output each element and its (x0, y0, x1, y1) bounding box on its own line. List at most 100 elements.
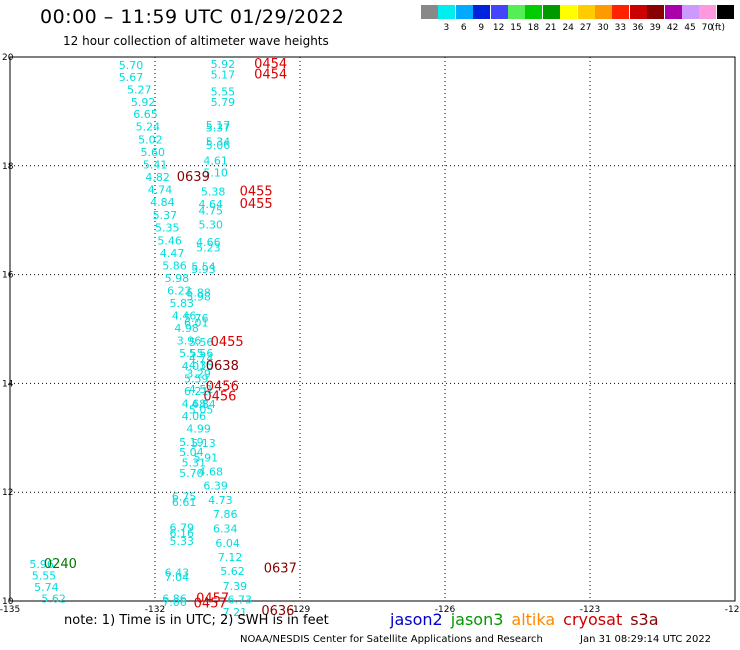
wave-height-value: 7.21 (223, 606, 248, 619)
wave-height-value: 6.61 (172, 496, 197, 509)
satellite-name: cryosat (563, 610, 623, 629)
pass-time-label: 0455 (240, 197, 273, 212)
wave-height-value: 5.59 (184, 373, 209, 386)
wave-height-value: 4.82 (145, 171, 170, 184)
legend-label: 9 (478, 23, 485, 33)
legend-label: 36 (632, 23, 644, 33)
wave-height-value: 4.84 (150, 196, 175, 209)
wave-height-value: 5.54 (191, 260, 216, 273)
wave-height-value: 4.01 (182, 360, 207, 373)
wave-height-value: 5.30 (199, 219, 224, 232)
wave-height-value: 5.55 (179, 347, 204, 360)
wave-height-value: 4.35 (189, 359, 214, 372)
wave-height-value: 5.04 (179, 446, 204, 459)
legend-swatch (542, 5, 560, 19)
wave-height-value: 5.91 (194, 451, 219, 464)
pass-time-label: 0455 (240, 184, 273, 199)
map-grid (9, 56, 736, 602)
wave-height-value: 5.86 (162, 259, 187, 272)
legend-label: 45 (684, 23, 696, 33)
legend-label: 3 (443, 23, 450, 33)
footer-credit: NOAA/NESDIS Center for Satellite Applica… (240, 634, 543, 645)
pass-time-label: 0456 (206, 380, 239, 395)
wave-height-value: 5.96 (29, 558, 54, 571)
wave-height-value: 5.17 (211, 68, 236, 81)
wave-height-value: 4.46 (172, 309, 197, 322)
legend-swatch (508, 5, 525, 19)
legend-label: 15 (510, 23, 522, 33)
pass-time-label: 0636 (261, 604, 294, 619)
legend-swatch (473, 5, 491, 19)
footer-timestamp: Jan 31 08:29:14 UTC 2022 (580, 634, 712, 645)
latitude-tick-label: 16 (2, 271, 14, 281)
wave-height-value: 5.38 (201, 185, 226, 198)
wave-height-value: 4.68 (182, 398, 207, 411)
satellite-name: altika (511, 610, 556, 629)
wave-height-value: 5.70 (119, 59, 144, 72)
wave-height-value: 5.17 (206, 119, 231, 132)
wave-height-value: 5.41 (143, 159, 168, 172)
wave-height-value: 7.86 (213, 508, 238, 521)
longitude-tick-label: -126 (435, 605, 456, 615)
wave-height-value: 7.06 (162, 596, 187, 609)
wave-height-value: 7.04 (165, 571, 190, 584)
wave-height-value: 4.47 (160, 247, 185, 260)
map-frame (9, 56, 736, 602)
wave-height-value: 5.06 (206, 139, 231, 152)
pass-time-label: 0454 (254, 67, 287, 82)
wave-height-value: 4.99 (186, 423, 211, 436)
legend-swatch (421, 5, 438, 19)
longitude-tick-label: -129 (290, 605, 311, 615)
wave-height-value: 5.56 (189, 336, 214, 349)
wave-height-value: 5.31 (182, 456, 207, 469)
wave-height-value: 5.60 (141, 146, 166, 159)
wave-height-value: 4.06 (182, 410, 207, 423)
wave-height-value: 5.33 (170, 535, 195, 548)
longitude-tick-label: -123 (580, 605, 600, 615)
wave-height-value: 6.79 (170, 522, 195, 535)
legend-swatch (595, 5, 612, 19)
legend-swatch (612, 5, 630, 19)
wave-height-value: 5.83 (170, 297, 195, 310)
legend-swatch (455, 5, 473, 19)
legend-swatch (716, 5, 734, 19)
wave-height-value: 5.92 (211, 58, 236, 71)
wave-height-value: 6.65 (133, 108, 158, 121)
map-subtitle: 12 hour collection of altimeter wave hei… (63, 34, 329, 48)
legend-label: 33 (614, 23, 627, 33)
pass-time-labels: 0454045406390455045504550638045604560637… (44, 57, 297, 619)
pass-time-label: 0455 (211, 335, 244, 350)
legend-label: 30 (597, 23, 609, 33)
satellite-name: jason2 (390, 610, 443, 629)
pass-time-label: 0637 (264, 561, 297, 576)
legend-label: 42 (666, 23, 679, 33)
wave-height-value: 5.24 (136, 121, 161, 134)
wave-height-value: 5.23 (196, 241, 221, 254)
wave-height-value: 6.86 (162, 592, 187, 605)
wave-height-value: 5.35 (155, 221, 180, 234)
observation-labels: 5.705.675.275.926.655.245.025.605.414.82… (29, 58, 252, 619)
legend-unit: (ft) (711, 23, 725, 33)
satellite-name: s3a (630, 610, 659, 629)
legend-swatch (629, 5, 647, 19)
wave-height-value: 5.05 (189, 404, 214, 417)
legend-swatch (699, 5, 717, 19)
wave-height-value: 5.93 (191, 263, 216, 276)
latitude-tick-label: 14 (2, 379, 14, 389)
wave-height-value: 5.27 (127, 84, 152, 97)
legend-swatch (560, 5, 578, 19)
latitude-tick-label: 12 (2, 488, 13, 498)
wave-height-value: 6.16 (170, 527, 195, 540)
wave-height-value: 5.10 (203, 166, 228, 179)
wave-height-value: 4.64 (199, 198, 224, 211)
legend-swatch (438, 5, 456, 19)
wave-height-value: 6.34 (213, 523, 238, 536)
axis-labels: -135 -132 -129 -126 -123 -120 20 18 16 14 12 10 (0, 53, 740, 615)
wave-height-value: 6.04 (215, 537, 240, 550)
latitude-tick-label: 20 (2, 53, 14, 63)
wave-height-value: 6.73 (228, 593, 253, 606)
pass-time-label: 0457 (196, 591, 229, 606)
legend-swatch (490, 5, 508, 19)
units-note: note: 1) Time is in UTC; 2) SWH is in fe… (64, 613, 329, 628)
